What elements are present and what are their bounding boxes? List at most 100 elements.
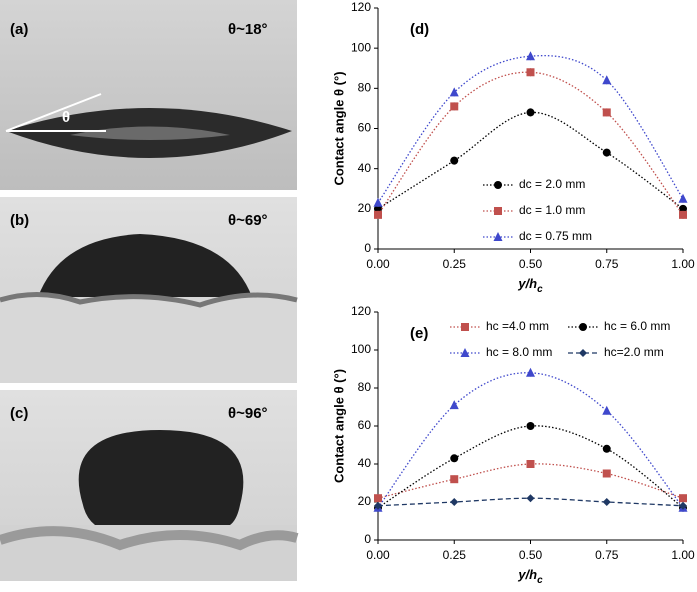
- marker: [602, 498, 611, 506]
- legend-marker: [460, 348, 470, 357]
- y-tick-label: 100: [351, 40, 371, 54]
- x-axis-label-sub: c: [537, 575, 543, 586]
- marker: [526, 460, 535, 468]
- photo-label: (a): [10, 21, 28, 38]
- photo-c: (c) θ~96°: [0, 390, 299, 581]
- droplet: [78, 430, 244, 525]
- x-tick-label: 0.00: [366, 257, 390, 271]
- marker: [449, 87, 459, 97]
- marker: [602, 405, 612, 415]
- marker: [679, 204, 687, 213]
- legend-label: hc =4.0 mm: [486, 319, 549, 333]
- marker: [679, 501, 687, 510]
- y-tick-label: 40: [358, 161, 372, 175]
- legend-label: dc = 0.75 mm: [519, 229, 592, 243]
- y-tick-label: 20: [358, 494, 372, 508]
- y-tick-label: 120: [351, 0, 371, 14]
- photo-label: (c): [10, 405, 28, 422]
- tangent: [5, 93, 102, 132]
- theta-label: θ: [62, 109, 70, 126]
- droplet-highlight: [70, 126, 230, 140]
- y-tick-label: 60: [358, 121, 372, 135]
- x-tick-label: 0.25: [443, 548, 467, 562]
- x-tick-label: 1.00: [671, 548, 695, 562]
- marker: [526, 494, 535, 503]
- legend-marker: [493, 232, 503, 241]
- marker: [602, 75, 612, 85]
- marker: [678, 193, 688, 203]
- marker: [602, 108, 611, 117]
- angle-label: θ~96°: [228, 405, 268, 422]
- angle-label: θ~18°: [228, 21, 268, 38]
- marker: [602, 469, 611, 478]
- marker: [526, 51, 535, 61]
- legend-label: hc = 6.0 mm: [604, 319, 670, 333]
- legend-label: dc = 2.0 mm: [519, 177, 585, 191]
- x-tick-label: 1.00: [671, 257, 695, 271]
- substrate: [0, 297, 297, 383]
- series-line: [377, 372, 684, 509]
- marker: [679, 210, 687, 219]
- y-tick-label: 0: [364, 241, 371, 255]
- x-tick-label: 0.50: [519, 548, 543, 562]
- y-tick-label: 120: [351, 304, 371, 318]
- panel-label: (e): [410, 325, 428, 342]
- marker: [450, 156, 459, 165]
- x-tick-label: 0.50: [519, 257, 543, 271]
- droplet: [38, 234, 252, 297]
- legend-label: hc=2.0 mm: [604, 345, 664, 359]
- x-axis-label: y/hc: [517, 276, 543, 294]
- y-tick-label: 60: [358, 418, 372, 432]
- series-line: [377, 111, 684, 210]
- legend-label: dc = 1.0 mm: [519, 203, 585, 217]
- marker: [449, 400, 459, 410]
- y-tick-label: 80: [358, 81, 372, 95]
- x-axis-label-sub: c: [537, 284, 543, 295]
- marker: [450, 454, 459, 463]
- series-line: [377, 463, 684, 499]
- x-axis-label-main: y/h: [517, 567, 537, 582]
- marker: [679, 494, 687, 503]
- panel-label: (d): [410, 21, 429, 38]
- legend-marker: [494, 181, 502, 189]
- marker: [374, 501, 382, 510]
- marker: [373, 197, 383, 207]
- x-axis-label-main: y/h: [517, 276, 537, 291]
- photo-bg: [0, 0, 297, 190]
- x-tick-label: 0.75: [595, 257, 619, 271]
- marker: [450, 475, 459, 484]
- y-tick-label: 100: [351, 342, 371, 356]
- marker: [374, 494, 382, 503]
- x-tick-label: 0.75: [595, 548, 619, 562]
- marker: [526, 108, 535, 117]
- legend-label: hc = 8.0 mm: [486, 345, 552, 359]
- photo-b: (b) θ~69°: [0, 197, 298, 383]
- photo-a: θ (a) θ~18°: [0, 0, 297, 190]
- angle-label: θ~69°: [228, 212, 268, 229]
- photo-label: (b): [10, 212, 29, 229]
- y-axis-label: Contact angle θ (°): [331, 369, 346, 483]
- x-tick-label: 0.25: [443, 257, 467, 271]
- marker: [526, 422, 535, 430]
- y-tick-label: 40: [358, 456, 372, 470]
- series-line: [377, 71, 684, 216]
- y-tick-label: 20: [358, 201, 372, 215]
- marker: [526, 68, 535, 77]
- texture: [0, 526, 299, 551]
- y-axis-label: Contact angle θ (°): [331, 71, 346, 185]
- marker: [526, 367, 535, 377]
- legend-marker: [579, 323, 587, 331]
- x-axis-label: y/hc: [517, 567, 543, 585]
- marker: [602, 148, 611, 157]
- legend-marker: [494, 207, 502, 215]
- marker: [602, 444, 611, 453]
- legend-marker: [579, 349, 587, 357]
- texture: [0, 292, 298, 308]
- y-tick-label: 0: [364, 532, 371, 546]
- marker: [374, 210, 382, 219]
- legend-marker: [461, 323, 469, 331]
- x-tick-label: 0.00: [366, 548, 390, 562]
- marker: [450, 498, 459, 506]
- marker: [450, 102, 459, 111]
